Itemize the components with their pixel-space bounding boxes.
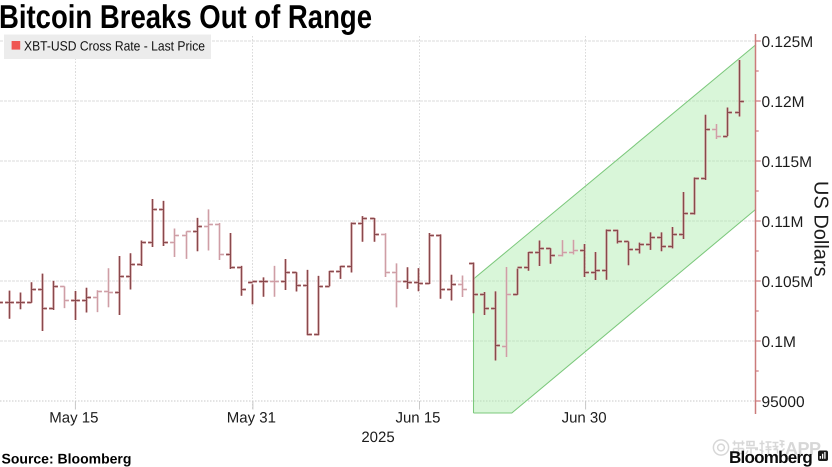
svg-text:2025: 2025 [361, 429, 394, 446]
svg-text:95000: 95000 [762, 394, 805, 411]
svg-text:Bitcoin Breaks Out of Range: Bitcoin Breaks Out of Range [0, 0, 372, 35]
svg-text:XBT-USD Cross Rate - Last Pric: XBT-USD Cross Rate - Last Price [24, 39, 205, 54]
svg-text:Source: Bloomberg: Source: Bloomberg [2, 451, 132, 467]
svg-text:0.115M: 0.115M [762, 154, 813, 171]
svg-text:Jun 30: Jun 30 [562, 410, 607, 427]
svg-text:0.12M: 0.12M [762, 94, 805, 111]
svg-text:0.105M: 0.105M [762, 274, 814, 291]
svg-text:0.1M: 0.1M [762, 334, 796, 351]
svg-text:0.125M: 0.125M [762, 34, 814, 51]
svg-text:Jun 15: Jun 15 [395, 410, 440, 427]
svg-text:APP: APP [785, 439, 821, 459]
svg-text:May 31: May 31 [227, 410, 276, 427]
svg-text:Bloomberg: Bloomberg [729, 448, 812, 467]
svg-text:US Dollars: US Dollars [810, 181, 832, 277]
svg-text:May 15: May 15 [49, 410, 98, 427]
svg-text:0.11M: 0.11M [762, 214, 804, 231]
